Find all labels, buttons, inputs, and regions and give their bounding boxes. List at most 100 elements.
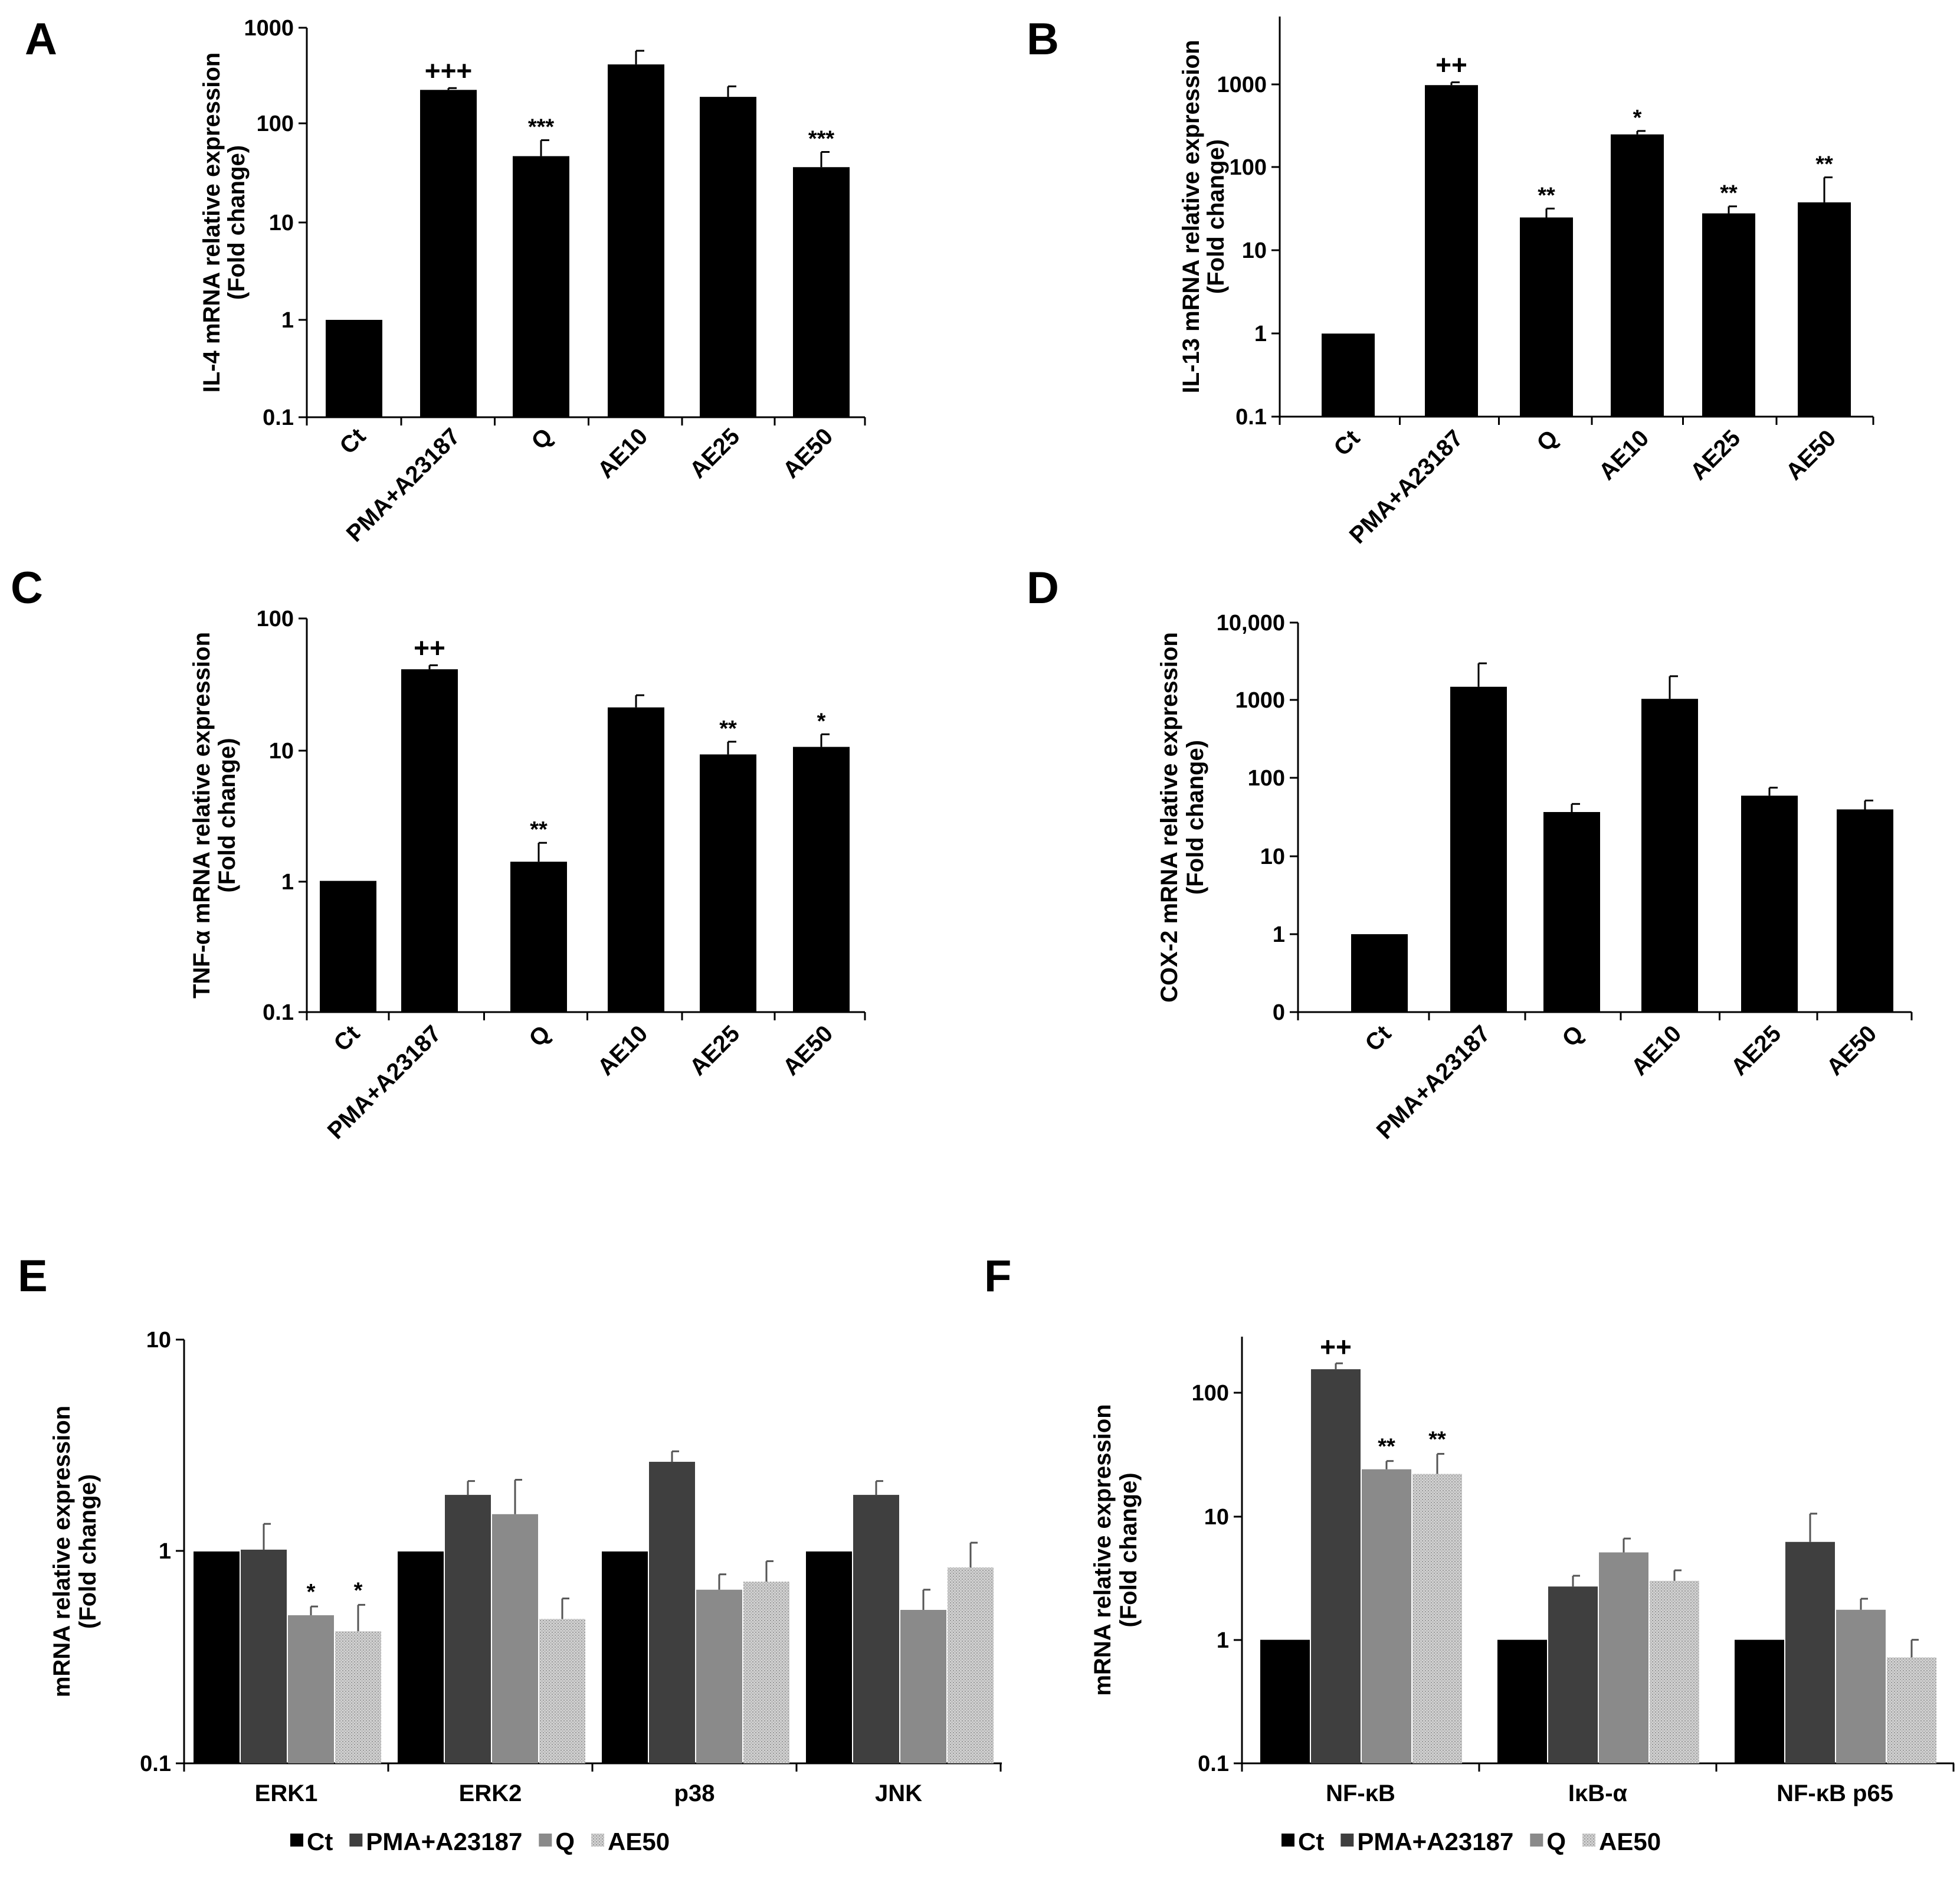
panel-e-category-label-erk2: ERK2 bbox=[459, 1780, 522, 1806]
panel-c-category-label-ae10: AE10 bbox=[592, 1020, 653, 1081]
panel-d-y-axis-label-2: (Fold change) bbox=[1182, 740, 1208, 895]
panel-a-category-label-ae10: AE10 bbox=[592, 423, 653, 483]
chart-panel-c: C TNF-α mRNA relative expression (Fold cha… bbox=[11, 563, 866, 1144]
panel-c-bar-q bbox=[510, 862, 567, 1012]
panel-f-category-label-nf-b: NF-κB bbox=[1326, 1780, 1395, 1806]
panel-c-bar-ae50 bbox=[793, 747, 850, 1012]
panel-c-category-label-ct: Ct bbox=[329, 1020, 365, 1056]
panel-f-bar-nf-b-p65-q bbox=[1836, 1609, 1886, 1763]
panel-d-bar-ae25 bbox=[1741, 796, 1798, 1012]
panel-b-y-tick-label: 10 bbox=[1242, 238, 1267, 263]
panel-a-category-label-ct: Ct bbox=[335, 423, 371, 459]
panel-e-legend-swatch-pma-a23187 bbox=[349, 1834, 363, 1847]
panel-d-y-tick-label: 100 bbox=[1248, 766, 1285, 791]
panel-a-y-axis-label-1: IL-4 mRNA relative expression bbox=[199, 53, 225, 393]
panel-c-bar-ae50-significance: * bbox=[817, 709, 826, 734]
panel-f-bar-nf-b-p65-ct bbox=[1735, 1639, 1784, 1763]
panel-e-bar-p38-ct bbox=[602, 1551, 648, 1763]
panel-e-y-axis-label-2: (Fold change) bbox=[75, 1474, 101, 1629]
panel-d-category-label-ae10: AE10 bbox=[1626, 1020, 1686, 1081]
panel-f-y-tick-label: 10 bbox=[1204, 1505, 1229, 1530]
panel-d-bar-ae50 bbox=[1837, 809, 1893, 1012]
panel-f-y-axis-label-2: (Fold change) bbox=[1116, 1472, 1142, 1627]
panel-a-y-axis-label-2: (Fold change) bbox=[224, 145, 250, 300]
panel-a-bar-ae50-significance: *** bbox=[808, 126, 835, 151]
panel-f-bar-i-b-ae50 bbox=[1650, 1580, 1699, 1763]
panel-e-bar-erk2-ct bbox=[398, 1551, 444, 1763]
panel-c-category-label-ae50: AE50 bbox=[778, 1020, 838, 1081]
panel-e-letter: E bbox=[18, 1251, 48, 1301]
panel-f-y-tick-label: 1 bbox=[1217, 1628, 1229, 1653]
panel-f-legend-swatch-q bbox=[1530, 1834, 1543, 1847]
panel-c-letter: C bbox=[11, 563, 43, 613]
panel-e-bar-erk1-pma-a23187 bbox=[241, 1549, 287, 1763]
panel-f-legend-swatch-ae50 bbox=[1582, 1834, 1595, 1847]
panel-f-letter: F bbox=[984, 1251, 1011, 1301]
panel-e-bar-erk1-q bbox=[288, 1615, 334, 1763]
panel-c-y-axis-label-1: TNF-α mRNA relative expression bbox=[189, 632, 215, 999]
panel-d-bar-q bbox=[1543, 811, 1600, 1012]
panel-e-y-axis-label-1: mRNA relative expression bbox=[49, 1406, 75, 1697]
panel-f-legend-swatch-pma-a23187 bbox=[1340, 1834, 1354, 1847]
panel-b-bar-ae10-significance: * bbox=[1633, 106, 1642, 130]
panel-e-bar-p38-pma-a23187 bbox=[649, 1462, 695, 1763]
panel-e-y-tick-label: 10 bbox=[146, 1328, 171, 1353]
panel-b-bar-ae25 bbox=[1702, 213, 1755, 417]
panel-f-bar-i-b-q bbox=[1599, 1552, 1648, 1763]
panel-e-bar-erk1-ct bbox=[194, 1551, 240, 1763]
panel-d-bar-ct bbox=[1351, 934, 1408, 1012]
panel-f-legend-label-q: Q bbox=[1546, 1828, 1566, 1855]
panel-a-bar-ae10 bbox=[608, 64, 664, 417]
panel-a-y-tick-label: 1000 bbox=[244, 16, 294, 41]
panel-a-category-label-q: Q bbox=[526, 423, 558, 454]
panel-b-bar-pma-a23187 bbox=[1425, 85, 1478, 417]
panel-d-y-tick-label: 0 bbox=[1273, 1000, 1285, 1025]
panel-b-bar-ae50 bbox=[1798, 202, 1851, 417]
panel-d-y-axis-label-1: COX-2 mRNA relative expression bbox=[1156, 632, 1182, 1003]
panel-c-bar-q-significance: ** bbox=[530, 817, 548, 842]
panel-a-category-label-ae50: AE50 bbox=[778, 423, 838, 483]
panel-b-y-tick-label: 100 bbox=[1230, 155, 1267, 180]
panel-b-y-axis-label-2: (Fold change) bbox=[1203, 139, 1229, 294]
panel-d-letter: D bbox=[1027, 563, 1059, 613]
panel-b-y-tick-label: 1000 bbox=[1217, 73, 1267, 97]
panel-f-y-axis-label-1: mRNA relative expression bbox=[1090, 1404, 1116, 1695]
panel-e-category-label-erk1: ERK1 bbox=[255, 1780, 318, 1806]
panel-c-y-tick-label: 0.1 bbox=[263, 1000, 294, 1025]
panel-b-bar-pma-a23187-significance: ++ bbox=[1435, 49, 1467, 80]
panel-f-bar-nf-b-pma-a23187 bbox=[1311, 1369, 1361, 1763]
panel-f-legend-label-pma-a23187: PMA+A23187 bbox=[1357, 1828, 1513, 1855]
panel-a-y-tick-label: 0.1 bbox=[263, 405, 294, 430]
panel-d-y-tick-label: 10,000 bbox=[1217, 611, 1285, 636]
panel-f-y-tick-label: 100 bbox=[1192, 1381, 1229, 1406]
panel-d-category-label-ct: Ct bbox=[1360, 1020, 1396, 1056]
panel-e-bar-erk1-q-significance: * bbox=[307, 1580, 316, 1605]
panel-b-category-label-q: Q bbox=[1532, 425, 1563, 456]
chart-panel-b: B IL-13 mRNA relative expression(Fold cha… bbox=[1027, 14, 1874, 549]
panel-c-bar-ae25-significance: ** bbox=[719, 716, 737, 741]
panel-e-bar-erk1-ae50 bbox=[335, 1631, 381, 1763]
panel-f-bar-i-b-pma-a23187 bbox=[1548, 1586, 1598, 1763]
panel-c-bar-ct bbox=[320, 880, 376, 1012]
panel-e-y-tick-label: 1 bbox=[159, 1539, 171, 1564]
panel-d-y-tick-label: 10 bbox=[1260, 844, 1285, 869]
panel-b-category-label-ae25: AE25 bbox=[1685, 425, 1745, 485]
panel-c-bar-pma-a23187 bbox=[401, 669, 458, 1012]
panel-e-legend-label-pma-a23187: PMA+A23187 bbox=[366, 1828, 522, 1855]
panel-b-category-label-ae10: AE10 bbox=[1594, 425, 1654, 485]
panel-e-bar-erk2-ae50 bbox=[539, 1619, 585, 1763]
panel-a-y-tick-label: 1 bbox=[281, 308, 294, 333]
panel-b-category-label-ae50: AE50 bbox=[1781, 425, 1841, 485]
panel-f-bar-nf-b-pma-a23187-significance: ++ bbox=[1320, 1331, 1352, 1362]
panel-b-category-label-ct: Ct bbox=[1329, 425, 1365, 461]
panel-f-bar-nf-b-q bbox=[1362, 1469, 1411, 1763]
panel-e-bar-jnk-pma-a23187 bbox=[853, 1495, 899, 1763]
panel-e-category-label-p38: p38 bbox=[674, 1780, 715, 1806]
panel-c-category-label-q: Q bbox=[524, 1020, 555, 1052]
panel-f-bar-i-b-ct bbox=[1497, 1639, 1547, 1763]
panel-a-bar-pma-a23187-significance: +++ bbox=[425, 55, 473, 86]
panel-d-y-tick-label: 1 bbox=[1273, 922, 1285, 947]
panel-e-legend-swatch-q bbox=[539, 1834, 552, 1847]
chart-panel-a: A IL-4 mRNA relative expression(Fold chan… bbox=[25, 14, 866, 547]
panel-f-bar-nf-b-ae50 bbox=[1412, 1474, 1462, 1763]
